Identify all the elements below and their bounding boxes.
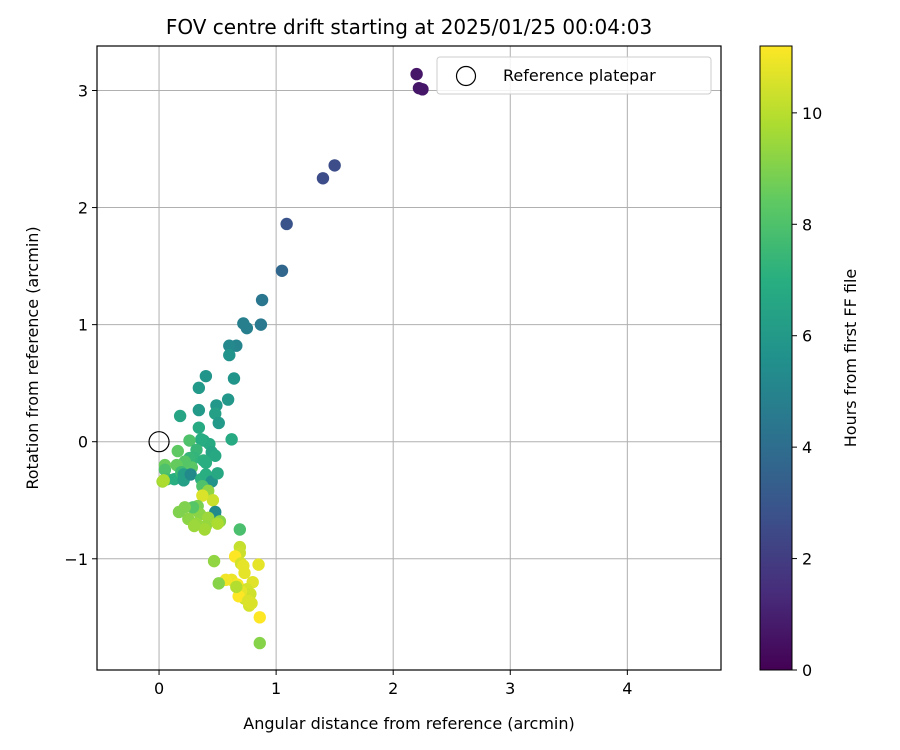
data-point xyxy=(212,577,225,590)
data-point xyxy=(199,456,213,469)
colorbar-tick-label: 2 xyxy=(802,550,812,569)
data-point xyxy=(198,523,211,536)
data-point xyxy=(212,416,225,430)
data-point xyxy=(240,321,254,335)
data-point xyxy=(328,159,341,172)
data-point xyxy=(183,434,196,447)
legend-marker xyxy=(455,65,477,87)
data-point xyxy=(157,474,170,487)
data-point xyxy=(192,381,206,395)
data-point xyxy=(209,449,222,462)
data-point xyxy=(184,468,197,481)
data-point xyxy=(196,489,209,502)
legend-box xyxy=(436,56,712,95)
data-point xyxy=(410,67,423,81)
y-axis-label: Rotation from reference (arcmin) xyxy=(23,226,42,489)
data-point xyxy=(225,433,238,446)
data-point xyxy=(241,594,255,608)
data-point xyxy=(187,519,201,533)
x-tick-label: 1 xyxy=(271,679,281,698)
data-point xyxy=(158,463,172,477)
colorbar-tick-label: 10 xyxy=(802,104,822,123)
data-point xyxy=(255,293,269,307)
y-ticks: −1 0 1 2 3 xyxy=(64,81,97,569)
data-point xyxy=(275,264,289,277)
colorbar-tick-label: 6 xyxy=(802,327,812,346)
x-tick-label: 3 xyxy=(505,679,515,698)
data-point xyxy=(206,494,220,507)
data-point xyxy=(233,523,247,536)
data-point xyxy=(232,590,245,603)
data-point xyxy=(254,318,268,331)
data-point xyxy=(207,554,221,568)
data-point xyxy=(223,339,236,352)
data-point xyxy=(209,407,222,420)
colorbar-label: Hours from first FF file xyxy=(841,269,860,448)
y-tick-label: 0 xyxy=(78,433,88,452)
data-point xyxy=(280,217,293,231)
colorbar-tick-label: 8 xyxy=(802,215,812,234)
data-point xyxy=(173,409,187,423)
colorbar-tick-label: 4 xyxy=(802,438,812,457)
data-point xyxy=(227,372,241,385)
plot-frame xyxy=(96,45,722,671)
data-point xyxy=(238,566,251,580)
plot-points xyxy=(156,67,429,650)
data-point xyxy=(252,558,265,571)
x-ticks: 0 1 2 3 4 xyxy=(154,670,632,698)
data-point xyxy=(171,444,184,458)
x-tick-label: 0 xyxy=(154,679,164,698)
data-point xyxy=(199,369,213,383)
grid xyxy=(97,46,721,670)
data-point xyxy=(253,611,266,624)
data-point xyxy=(194,433,208,446)
data-point xyxy=(192,421,206,434)
y-tick-label: −1 xyxy=(64,550,88,569)
legend-entry-reference: Reference platepar xyxy=(503,66,656,85)
reference-marker xyxy=(148,431,170,453)
data-point xyxy=(223,348,236,362)
data-point xyxy=(172,505,186,519)
y-tick-label: 1 xyxy=(78,316,88,335)
legend: Reference platepar xyxy=(436,56,712,95)
x-tick-label: 4 xyxy=(622,679,632,698)
colorbar: 0 2 4 6 8 10 Hours from first FF file xyxy=(759,45,860,680)
y-tick-label: 2 xyxy=(78,199,88,218)
data-point xyxy=(211,517,224,530)
data-point xyxy=(192,403,206,417)
x-axis-label: Angular distance from reference (arcmin) xyxy=(243,714,574,733)
data-point xyxy=(230,580,243,594)
data-point xyxy=(416,83,429,96)
colorbar-ticks: 0 2 4 6 8 10 xyxy=(792,104,822,680)
data-point xyxy=(211,467,224,480)
colorbar-gradient xyxy=(759,45,793,671)
data-point xyxy=(316,172,330,185)
x-tick-label: 2 xyxy=(388,679,398,698)
colorbar-tick-label: 0 xyxy=(802,661,812,680)
y-tick-label: 3 xyxy=(78,81,88,100)
chart-title: FOV centre drift starting at 2025/01/25 … xyxy=(166,15,652,39)
data-point xyxy=(253,636,266,650)
data-point xyxy=(221,393,235,406)
